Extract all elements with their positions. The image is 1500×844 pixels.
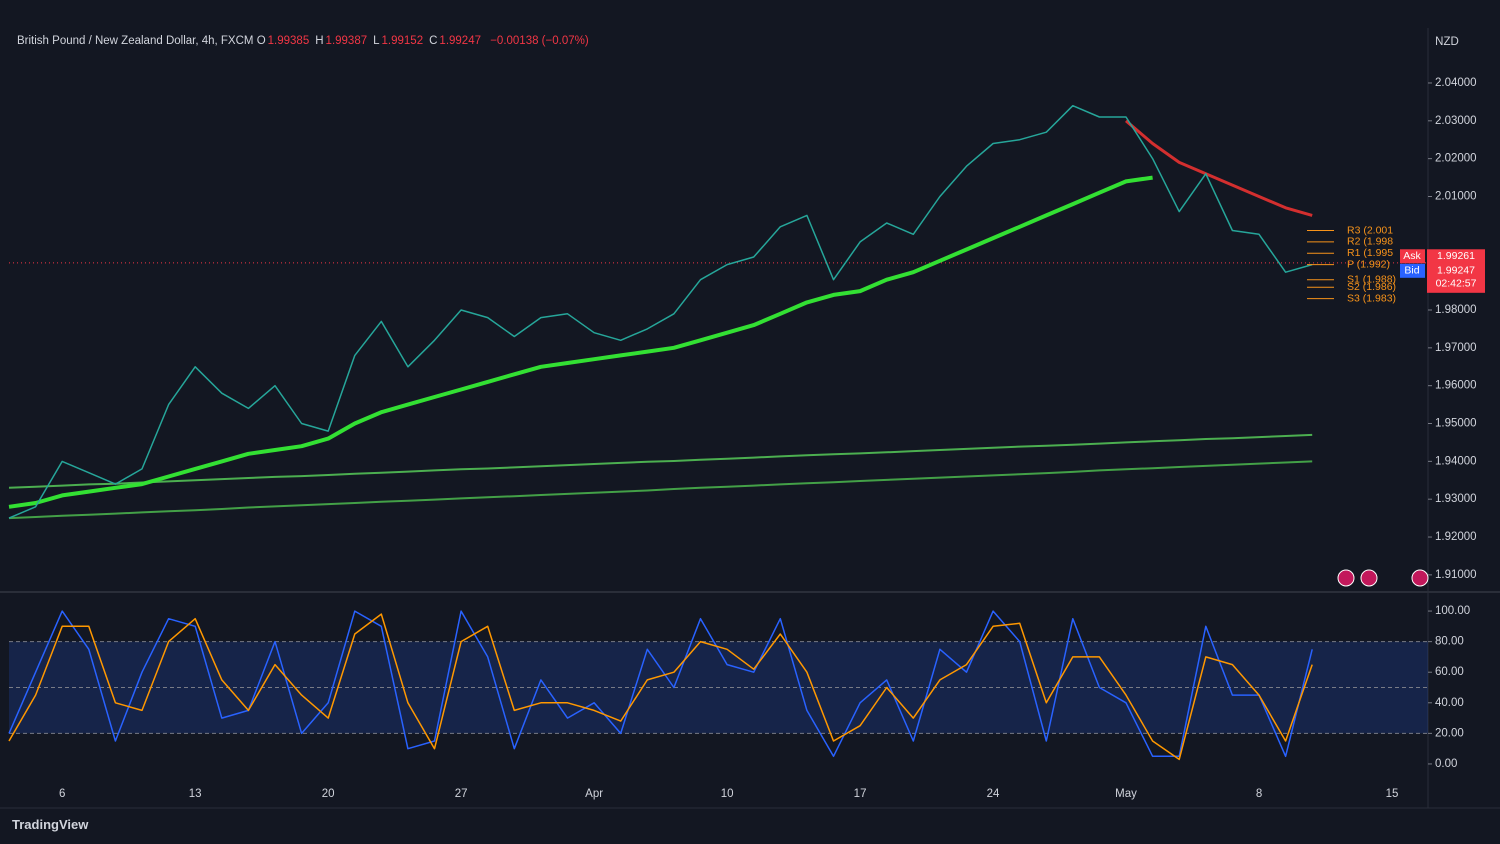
ohlc-key: C [429, 35, 438, 47]
series-line [8, 613, 1313, 761]
pivot-label: R1 (1.995 [1347, 247, 1393, 259]
pivot-label: S3 (1.983) [1347, 292, 1396, 304]
series-line [8, 433, 1313, 489]
flag-icon[interactable] [1360, 569, 1378, 587]
y-tick-label: 1.96000 [1435, 380, 1477, 392]
last-price-label: 1.99247 [1437, 265, 1475, 277]
last-price-box [1427, 262, 1485, 293]
quote-name: Ask [1403, 250, 1421, 262]
symbol-title: British Pound / New Zealand Dollar, 4h, … [17, 35, 254, 47]
ohlc-key: L [373, 35, 380, 47]
quote-name-box [1400, 263, 1425, 278]
quote-price: 1.99261 [1437, 250, 1475, 262]
countdown: 02:42:57 [1436, 278, 1477, 290]
x-tick-label: 13 [189, 788, 202, 800]
x-tick-label: 8 [1256, 788, 1262, 800]
y-tick-label: 1.92000 [1435, 531, 1477, 543]
x-tick-label: 24 [987, 788, 1000, 800]
ohlc-values: O 1.99385 H 1.99387 L 1.99152 C 1.99247 [257, 35, 487, 47]
symbol-header: British Pound / New Zealand Dollar, 4h, … [17, 35, 595, 47]
y-tick-label: 2.01000 [1435, 191, 1477, 203]
y-tick-label: 2.02000 [1435, 153, 1477, 165]
y-tick-label: 1.93000 [1435, 493, 1477, 505]
pivot-label: S2 (1.986) [1347, 281, 1396, 293]
y-tick-label: 1.91000 [1435, 569, 1477, 581]
ohlc-value: 1.99152 [381, 35, 424, 47]
x-tick-label: 10 [721, 788, 734, 800]
quote-name: Bid [1404, 265, 1419, 277]
pivot-label: P (1.992) [1347, 258, 1390, 270]
series-line [8, 104, 1313, 519]
y-tick-label: 40.00 [1435, 697, 1464, 709]
event-flags [1337, 569, 1429, 587]
series-line [8, 460, 1313, 520]
series-line [8, 610, 1313, 758]
flag-icon[interactable] [1411, 569, 1429, 587]
y-tick-label: 1.98000 [1435, 304, 1477, 316]
price-change: −0.00138 (−0.07%) [490, 35, 589, 47]
x-tick-label: 6 [59, 788, 65, 800]
y-tick-label: 1.97000 [1435, 342, 1477, 354]
currency-label: NZD [1435, 36, 1459, 48]
series-line [1125, 119, 1313, 217]
y-tick-label: 2.03000 [1435, 115, 1477, 127]
flag-icon[interactable] [1337, 569, 1355, 587]
ohlc-value: 1.99385 [267, 35, 310, 47]
x-tick-label: 27 [455, 788, 468, 800]
y-tick-label: 20.00 [1435, 727, 1464, 739]
y-tick-label: 2.04000 [1435, 77, 1477, 89]
pivot-label: R3 (2.001 [1347, 224, 1393, 236]
x-tick-label: 20 [322, 788, 335, 800]
y-tick-label: 60.00 [1435, 666, 1464, 678]
y-tick-label: 1.94000 [1435, 455, 1477, 467]
pivot-label: R2 (1.998 [1347, 236, 1393, 248]
x-tick-label: May [1115, 788, 1137, 800]
x-tick-label: Apr [585, 788, 603, 800]
x-tick-label: 15 [1386, 788, 1399, 800]
ohlc-value: 1.99387 [325, 35, 368, 47]
ohlc-key: O [256, 35, 266, 47]
y-tick-label: 80.00 [1435, 636, 1464, 648]
y-tick-label: 1.95000 [1435, 418, 1477, 430]
y-tick-label: 0.00 [1435, 758, 1457, 770]
series-line [8, 175, 1153, 509]
ohlc-key: H [315, 35, 324, 47]
ohlc-value: 1.99247 [439, 35, 481, 47]
y-tick-label: 100.00 [1435, 605, 1470, 617]
pivot-label: S1 (1.988) [1347, 274, 1396, 286]
x-tick-label: 17 [854, 788, 867, 800]
quote-price-box [1427, 249, 1485, 264]
brand-logo[interactable]: TradingView [12, 817, 89, 832]
quote-name-box [1400, 249, 1425, 264]
